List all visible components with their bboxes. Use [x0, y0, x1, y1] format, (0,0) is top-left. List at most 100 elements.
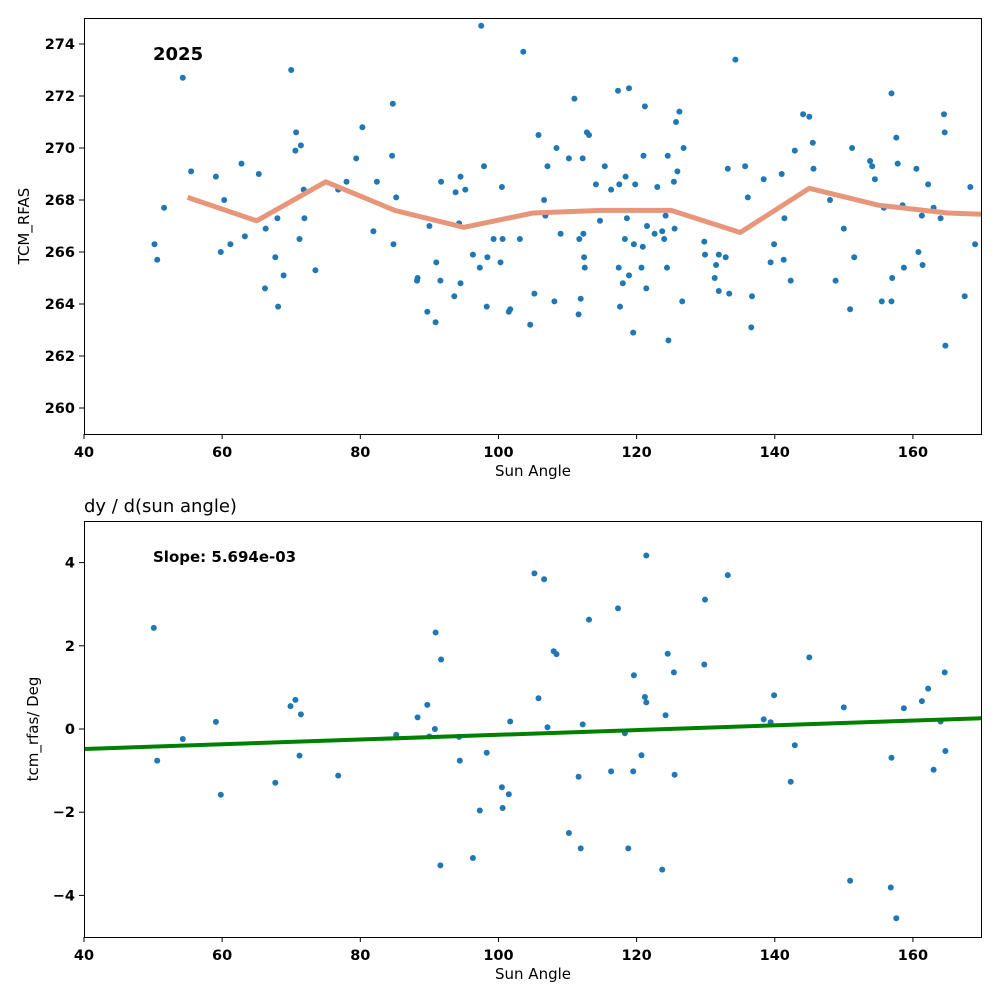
top-scatter-point-97 — [626, 272, 632, 279]
top-panel-y-axis-label: TCM_RFAS — [15, 188, 34, 266]
top-scatter-point-110 — [661, 236, 668, 242]
top-x-tick-label: 40 — [74, 445, 94, 461]
bottom-scatter-point-30 — [541, 576, 548, 583]
top-scatter-point-170 — [925, 181, 932, 188]
top-y-tick-label: 266 — [45, 245, 75, 261]
top-scatter-point-38 — [424, 308, 431, 315]
bottom-scatter-point-49 — [659, 866, 666, 873]
top-scatter-point-56 — [490, 236, 497, 242]
bottom-scatter-point-9 — [297, 711, 304, 718]
top-scatter-point-109 — [659, 228, 666, 235]
bottom-y-tick-label: 0 — [65, 722, 75, 738]
bottom-scatter-point-65 — [887, 884, 894, 891]
top-y-tick-label: 272 — [45, 89, 75, 105]
top-scatter-point-150 — [840, 225, 847, 232]
top-scatter-point-101 — [638, 264, 645, 271]
top-scatter-point-106 — [644, 223, 650, 229]
bottom-scatter-point-25 — [499, 805, 506, 811]
top-scatter-point-33 — [389, 100, 396, 107]
top-scatter-point-48 — [457, 173, 464, 180]
bottom-scatter-point-4 — [217, 791, 224, 798]
top-scatter-point-7 — [221, 197, 228, 203]
bottom-scatter-point-17 — [437, 862, 444, 869]
top-scatter-point-37 — [414, 275, 421, 281]
top-scatter-point-28 — [353, 155, 360, 162]
top-scatter-point-105 — [643, 285, 650, 292]
top-scatter-point-176 — [961, 293, 968, 300]
top-trend-line — [186, 179, 982, 235]
bottom-y-tick-label: −4 — [53, 888, 75, 904]
bottom-scatter-point-35 — [575, 773, 582, 780]
bottom-scatter-point-43 — [630, 768, 637, 775]
top-scatter-point-127 — [715, 251, 722, 258]
top-scatter-point-13 — [262, 225, 269, 232]
top-scatter-point-98 — [630, 329, 637, 336]
bottom-scatter-point-8 — [296, 752, 303, 759]
bottom-x-tick-label: 140 — [760, 948, 790, 964]
top-scatter-point-145 — [806, 113, 813, 120]
top-scatter-point-19 — [292, 147, 299, 154]
top-scatter-point-89 — [615, 264, 622, 271]
top-scatter-point-126 — [715, 288, 722, 294]
top-scatter-point-169 — [919, 262, 926, 268]
bottom-scatter-point-27 — [507, 718, 514, 725]
bottom-scatter-point-13 — [424, 701, 431, 708]
top-scatter-point-114 — [665, 337, 672, 344]
bottom-fit-line — [84, 716, 982, 751]
bottom-scatter-point-52 — [670, 669, 677, 676]
bottom-scatter-point-40 — [615, 605, 621, 612]
top-scatter-point-113 — [664, 152, 671, 159]
bottom-scatter-point-10 — [335, 772, 342, 779]
top-scatter-point-78 — [579, 155, 586, 162]
top-scatter-point-74 — [571, 95, 578, 102]
bottom-scatter-point-59 — [771, 692, 778, 699]
bottom-scatter-point-48 — [643, 552, 650, 559]
top-scatter-point-129 — [724, 165, 731, 172]
bottom-scatter-point-66 — [888, 754, 895, 761]
top-x-tick-label: 100 — [483, 445, 513, 461]
bottom-panel-title: dy / d(sun angle) — [84, 496, 237, 517]
bottom-scatter-point-47 — [643, 699, 650, 706]
top-scatter-point-80 — [581, 254, 588, 261]
bottom-scatter-point-64 — [847, 877, 854, 884]
bottom-scatter-point-20 — [456, 757, 463, 764]
bottom-panel-x-axis-label: Sun Angle — [495, 965, 571, 983]
top-scatter-point-66 — [535, 132, 542, 138]
top-scatter-point-149 — [832, 277, 839, 284]
bottom-scatter-point-45 — [638, 752, 645, 759]
top-scatter-point-20 — [293, 129, 300, 136]
top-scatter-point-9 — [238, 160, 245, 167]
top-scatter-point-94 — [622, 173, 629, 180]
top-scatter-point-58 — [498, 184, 505, 190]
top-scatter-point-104 — [641, 103, 648, 110]
bottom-scatter-point-0 — [150, 624, 157, 631]
top-scatter-point-107 — [651, 230, 658, 237]
bottom-y-tick-label: 4 — [65, 556, 75, 572]
top-scatter-point-15 — [274, 215, 281, 222]
top-scatter-point-120 — [679, 298, 686, 305]
bottom-scatter-point-2 — [179, 736, 186, 742]
top-scatter-point-54 — [483, 303, 490, 310]
top-scatter-point-88 — [615, 87, 621, 94]
top-scatter-point-154 — [867, 158, 874, 164]
bottom-scatter-point-74 — [942, 748, 949, 754]
top-scatter-point-162 — [893, 134, 900, 141]
top-scatter-point-111 — [662, 212, 669, 219]
top-scatter-point-156 — [871, 176, 878, 183]
top-scatter-point-25 — [312, 267, 319, 274]
bottom-x-tick-label: 80 — [350, 948, 370, 964]
bottom-scatter-point-70 — [925, 685, 932, 692]
top-scatter-point-134 — [748, 324, 755, 331]
bottom-x-tick-label: 160 — [898, 948, 928, 964]
bottom-scatter-point-22 — [476, 807, 483, 814]
top-x-tick-label: 140 — [760, 445, 790, 461]
top-scatter-point-93 — [621, 236, 628, 242]
top-scatter-point-102 — [639, 243, 646, 250]
top-scatter-point-4 — [188, 168, 195, 175]
top-scatter-point-62 — [516, 236, 523, 242]
top-scatter-point-132 — [742, 163, 749, 170]
top-scatter-point-14 — [272, 254, 279, 261]
top-scatter-point-146 — [809, 139, 816, 146]
bottom-scatter-point-51 — [664, 650, 671, 657]
